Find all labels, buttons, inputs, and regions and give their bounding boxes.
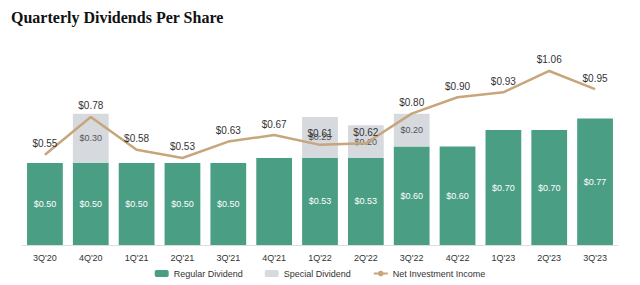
svg-text:3Q'21: 3Q'21 bbox=[216, 253, 240, 263]
svg-text:$0.50: $0.50 bbox=[34, 199, 57, 209]
svg-text:3Q'23: 3Q'23 bbox=[583, 253, 607, 263]
svg-text:Quarterly Dividends Per Share: Quarterly Dividends Per Share bbox=[11, 9, 223, 27]
svg-text:$0.70: $0.70 bbox=[492, 183, 515, 193]
svg-text:$0.60: $0.60 bbox=[446, 191, 469, 201]
svg-text:$0.55: $0.55 bbox=[32, 138, 57, 149]
svg-text:3Q'20: 3Q'20 bbox=[33, 253, 57, 263]
svg-text:2Q'21: 2Q'21 bbox=[171, 253, 195, 263]
svg-text:$0.50: $0.50 bbox=[80, 199, 103, 209]
svg-text:3Q'22: 3Q'22 bbox=[400, 253, 424, 263]
svg-text:$0.63: $0.63 bbox=[216, 125, 241, 136]
svg-text:Special Dividend: Special Dividend bbox=[284, 269, 351, 279]
svg-text:$0.62: $0.62 bbox=[353, 127, 378, 138]
svg-text:$0.53: $0.53 bbox=[355, 196, 378, 206]
svg-text:$0.58: $0.58 bbox=[124, 133, 149, 144]
svg-text:$0.70: $0.70 bbox=[538, 183, 561, 193]
svg-text:$0.78: $0.78 bbox=[78, 100, 103, 111]
svg-text:$0.50: $0.50 bbox=[125, 199, 148, 209]
svg-text:$0.30: $0.30 bbox=[80, 133, 103, 143]
svg-text:$0.50: $0.50 bbox=[217, 199, 240, 209]
svg-text:1Q'21: 1Q'21 bbox=[125, 253, 149, 263]
svg-text:Regular Dividend: Regular Dividend bbox=[174, 269, 243, 279]
svg-text:$0.61: $0.61 bbox=[307, 128, 332, 139]
svg-text:Net Investment Income: Net Investment Income bbox=[393, 269, 486, 279]
svg-text:4Q'22: 4Q'22 bbox=[446, 253, 470, 263]
svg-text:2Q'22: 2Q'22 bbox=[354, 253, 378, 263]
svg-text:$0.67: $0.67 bbox=[262, 119, 287, 130]
svg-text:1Q'22: 1Q'22 bbox=[308, 253, 332, 263]
svg-text:4Q'20: 4Q'20 bbox=[79, 253, 103, 263]
svg-text:$0.50: $0.50 bbox=[171, 199, 194, 209]
svg-text:$0.80: $0.80 bbox=[399, 97, 424, 108]
svg-text:1Q'23: 1Q'23 bbox=[492, 253, 516, 263]
svg-text:$1.06: $1.06 bbox=[537, 54, 562, 65]
svg-text:$0.95: $0.95 bbox=[583, 73, 608, 84]
svg-text:$0.77: $0.77 bbox=[584, 177, 607, 187]
svg-text:2Q'23: 2Q'23 bbox=[537, 253, 561, 263]
svg-text:$0.20: $0.20 bbox=[354, 136, 378, 147]
svg-text:4Q'21: 4Q'21 bbox=[262, 253, 286, 263]
svg-text:$0.93: $0.93 bbox=[491, 76, 516, 87]
svg-text:$0.60: $0.60 bbox=[400, 191, 423, 201]
svg-text:$0.53: $0.53 bbox=[309, 196, 332, 206]
svg-text:$0.20: $0.20 bbox=[400, 125, 423, 135]
svg-text:$0.90: $0.90 bbox=[445, 81, 470, 92]
svg-text:$0.53: $0.53 bbox=[170, 141, 195, 152]
